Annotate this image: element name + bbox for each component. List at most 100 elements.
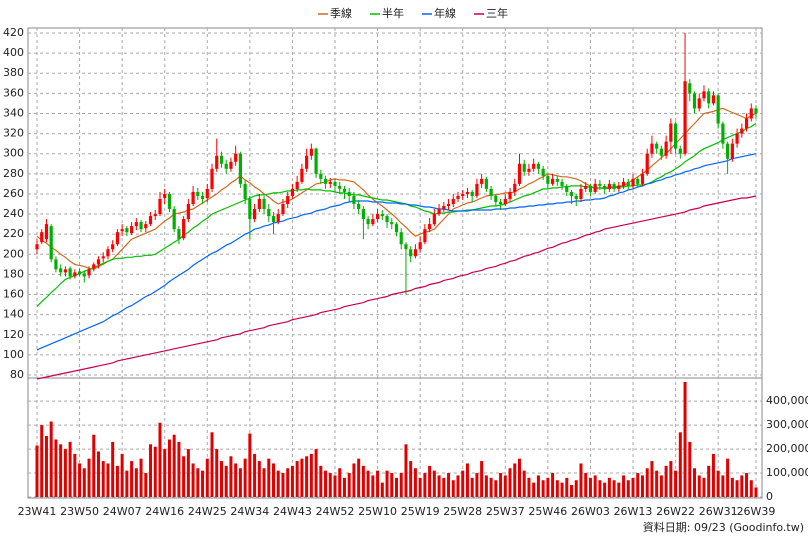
volume-bar [674,470,678,497]
candle-body [697,98,701,109]
candle-body [404,244,408,250]
volume-bar [186,449,190,497]
volume-tick-label: 200,000 [766,442,808,455]
volume-bar [59,444,63,497]
candle-body [163,193,167,198]
x-tick-label: 23W50 [60,505,99,518]
y-tick-label: 400 [3,46,24,59]
volume-bar [693,468,697,497]
candle-body [669,123,673,142]
volume-bar [707,465,711,497]
candle-body [603,185,607,189]
candle-body [134,222,138,227]
candle-body [319,173,323,179]
volume-bar [593,475,597,497]
x-tick-label: 25W10 [358,505,397,518]
candle-body [569,191,574,196]
candle-body [678,148,682,154]
volume-bar [120,453,124,497]
volume-bar [740,475,744,497]
candle-body [394,224,399,233]
candle-body [579,188,583,199]
volume-bar [716,470,720,497]
volume-bar [309,453,313,497]
candle-body [357,204,361,210]
candle-body [555,178,559,182]
volume-bar [371,475,375,497]
ma-line [36,107,757,271]
candle-body [215,155,219,169]
volume-bar [645,468,649,497]
candle-body [456,195,460,199]
volume-bar [745,473,749,497]
volume-bar [484,475,488,497]
volume-bar [532,482,536,497]
volume-bar [409,461,413,497]
candle-body [248,198,252,220]
volume-tick-label: 100,000 [766,466,808,479]
candle-body [257,198,261,210]
candle-body [234,153,238,162]
candle-body [442,206,446,210]
candle-body [655,143,659,149]
x-tick-label: 26W13 [614,505,653,518]
x-tick-label: 26W31 [699,505,738,518]
candle-body [352,195,356,204]
volume-bar [413,468,417,497]
volume-bar [475,473,479,497]
candle-body [683,81,687,154]
legend-label: 三年 [486,6,508,20]
candle-body [286,195,290,204]
candle-body [144,224,148,229]
candle-body [139,222,143,230]
candle-body [238,153,243,184]
candle-body [224,163,228,169]
volume-bar [442,477,446,497]
volume-bar [385,470,389,497]
volume-bar [721,475,725,497]
candle-body [276,214,280,223]
candle-body [607,183,611,189]
volume-bar [678,432,682,497]
volume-bar [541,480,545,497]
volume-bar [201,470,205,497]
y-tick-label: 300 [3,147,24,160]
volume-bar [196,468,200,497]
volume-bar [513,463,517,497]
x-tick-label: 25W37 [486,505,525,518]
volume-bar [603,482,607,497]
y-tick-label: 180 [3,267,24,280]
volume-bar [68,441,72,497]
volume-bar [555,480,559,497]
candle-body [333,181,337,186]
volume-bar [167,439,171,497]
volume-bar [139,458,143,497]
y-tick-label: 160 [3,288,24,301]
candle-body [361,209,365,220]
volume-bar [376,470,380,497]
volume-bar [560,482,564,497]
candle-body [546,175,550,184]
volume-bar [357,458,361,497]
legend-label: 季線 [330,6,352,20]
volume-bar [612,480,616,497]
volume-bar [494,480,498,497]
candle-body [182,219,186,239]
candle-body [63,269,67,273]
candle-body [219,155,224,164]
candle-body [721,123,725,144]
volume-bar [631,477,635,497]
volume-bar [702,477,706,497]
volume-bar [579,463,583,497]
candle-body [271,216,276,223]
candle-body [726,143,730,159]
candle-body [82,273,86,277]
candle-body [707,91,711,104]
candle-body [730,143,734,159]
volume-bar [191,463,195,497]
volume-bar [390,473,394,497]
volume-bar [584,473,588,497]
volume-bar [324,470,328,497]
candle-body [35,244,39,250]
x-tick-label: 24W52 [316,505,355,518]
